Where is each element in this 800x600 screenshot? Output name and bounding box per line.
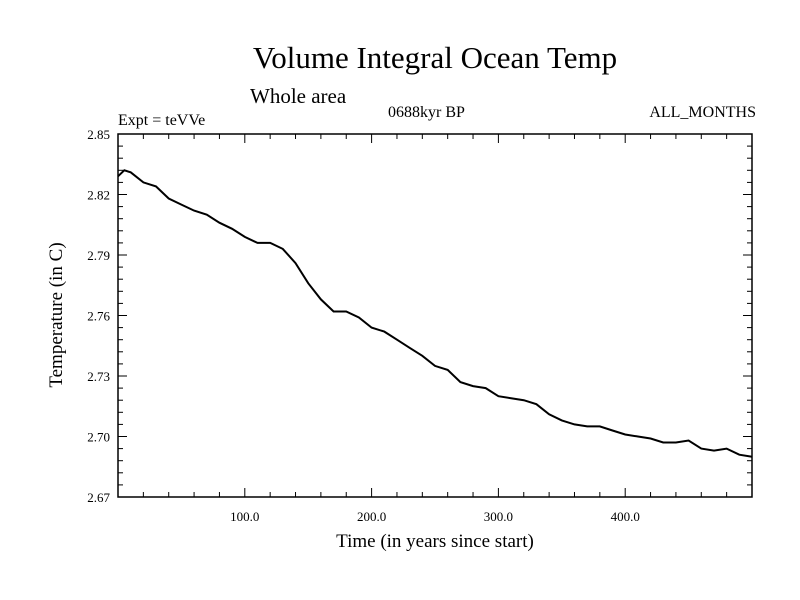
y-axis-ticks: 2.67 2.70 2.73 2.76 2.79 2.82 2.85 bbox=[87, 127, 752, 505]
plot-frame bbox=[117, 133, 753, 498]
x-tick-label: 100.0 bbox=[230, 509, 259, 524]
y-tick-label: 2.85 bbox=[87, 127, 110, 142]
chart-title: Volume Integral Ocean Temp bbox=[252, 40, 618, 75]
experiment-label: Expt = teVVe bbox=[118, 112, 206, 129]
x-tick-label: 400.0 bbox=[611, 509, 640, 524]
y-tick-label: 2.76 bbox=[87, 309, 110, 324]
x-tick-label: 300.0 bbox=[484, 509, 513, 524]
y-axis-title: Temperature (in C) bbox=[46, 242, 67, 387]
x-axis-ticks: 100.0 200.0 300.0 400.0 bbox=[142, 134, 728, 524]
y-tick-label: 2.73 bbox=[87, 369, 110, 384]
y-tick-label: 2.82 bbox=[87, 188, 110, 203]
chart-subtitle: Whole area bbox=[250, 84, 347, 108]
epoch-label: 0688kyr BP bbox=[388, 104, 465, 121]
y-tick-label: 2.79 bbox=[87, 248, 110, 263]
temperature-series-line bbox=[117, 169, 753, 458]
y-tick-label: 2.70 bbox=[87, 430, 110, 445]
months-label: ALL_MONTHS bbox=[649, 104, 756, 121]
x-axis-title: Time (in years since start) bbox=[336, 531, 534, 552]
x-tick-label: 200.0 bbox=[357, 509, 386, 524]
y-tick-label: 2.67 bbox=[87, 490, 110, 505]
